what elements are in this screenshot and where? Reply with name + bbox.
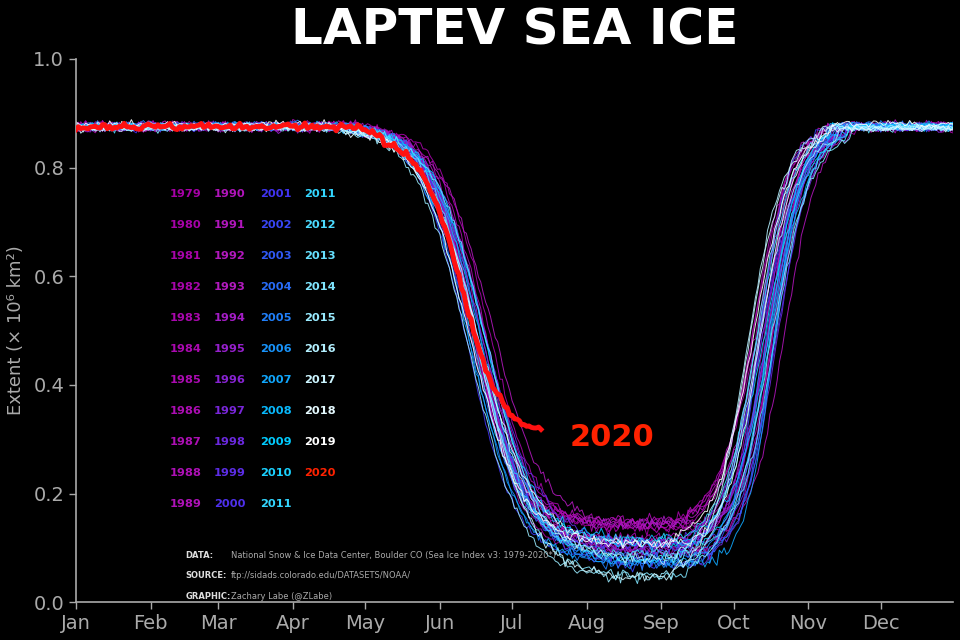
Text: 2001: 2001 — [260, 189, 292, 199]
Text: 1984: 1984 — [170, 344, 202, 354]
Text: 1996: 1996 — [213, 375, 246, 385]
Text: 2020: 2020 — [304, 468, 336, 478]
Text: 2018: 2018 — [304, 406, 336, 416]
Text: 2011: 2011 — [260, 499, 292, 509]
Text: 1992: 1992 — [213, 252, 246, 261]
Text: 2005: 2005 — [260, 313, 292, 323]
Text: 2002: 2002 — [260, 220, 292, 230]
Text: 1983: 1983 — [170, 313, 202, 323]
Text: 2010: 2010 — [260, 468, 292, 478]
Text: 1988: 1988 — [170, 468, 202, 478]
Text: 1981: 1981 — [170, 252, 202, 261]
Text: 1985: 1985 — [170, 375, 202, 385]
Text: 1995: 1995 — [213, 344, 246, 354]
Text: 1979: 1979 — [170, 189, 202, 199]
Text: Zachary Labe (@ZLabe): Zachary Labe (@ZLabe) — [231, 592, 332, 601]
Text: 1990: 1990 — [213, 189, 246, 199]
Text: National Snow & Ice Data Center, Boulder CO (Sea Ice Index v3: 1979-2020*): National Snow & Ice Data Center, Boulder… — [231, 550, 556, 559]
Text: 2000: 2000 — [214, 499, 245, 509]
Text: 2013: 2013 — [304, 252, 336, 261]
Text: 1997: 1997 — [213, 406, 246, 416]
Title: LAPTEV SEA ICE: LAPTEV SEA ICE — [291, 7, 738, 55]
Text: GRAPHIC:: GRAPHIC: — [185, 592, 231, 601]
Text: 2003: 2003 — [260, 252, 292, 261]
Text: 2012: 2012 — [304, 220, 336, 230]
Text: 2015: 2015 — [304, 313, 336, 323]
Text: 2017: 2017 — [304, 375, 336, 385]
Text: 2011: 2011 — [304, 189, 336, 199]
Y-axis label: Extent (× 10⁶ km²): Extent (× 10⁶ km²) — [7, 246, 25, 415]
Text: 1998: 1998 — [213, 437, 246, 447]
Text: 1999: 1999 — [213, 468, 246, 478]
Text: 2016: 2016 — [304, 344, 336, 354]
Text: 2008: 2008 — [260, 406, 292, 416]
Text: 1986: 1986 — [170, 406, 202, 416]
Text: 2020: 2020 — [570, 423, 655, 452]
Text: 1989: 1989 — [170, 499, 202, 509]
Text: ftp://sidads.colorado.edu/DATASETS/NOAA/: ftp://sidads.colorado.edu/DATASETS/NOAA/ — [231, 572, 411, 580]
Text: 2009: 2009 — [260, 437, 292, 447]
Text: SOURCE:: SOURCE: — [185, 572, 227, 580]
Text: 2007: 2007 — [260, 375, 292, 385]
Text: 2014: 2014 — [304, 282, 336, 292]
Text: 1991: 1991 — [213, 220, 246, 230]
Text: 1980: 1980 — [170, 220, 202, 230]
Text: 1994: 1994 — [213, 313, 246, 323]
Text: 1993: 1993 — [213, 282, 246, 292]
Text: DATA:: DATA: — [185, 550, 214, 559]
Text: 2004: 2004 — [260, 282, 292, 292]
Text: 1982: 1982 — [170, 282, 202, 292]
Text: 2019: 2019 — [304, 437, 336, 447]
Text: 2006: 2006 — [260, 344, 292, 354]
Text: 1987: 1987 — [170, 437, 202, 447]
